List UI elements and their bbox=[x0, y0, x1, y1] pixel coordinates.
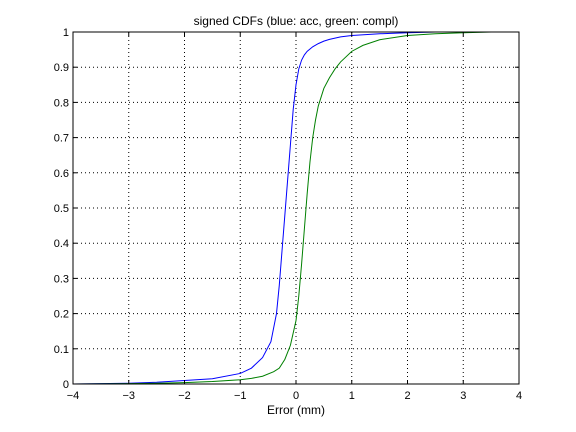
x-axis-label: Error (mm) bbox=[267, 403, 325, 417]
x-tick-label: −1 bbox=[234, 390, 247, 402]
ticks bbox=[72, 31, 520, 385]
y-tick-label: 0.7 bbox=[54, 133, 69, 145]
x-tick-label: −3 bbox=[122, 390, 135, 402]
y-tick-label: 0.9 bbox=[54, 62, 69, 74]
x-tick-label: 1 bbox=[349, 390, 355, 402]
series-group bbox=[72, 31, 519, 385]
grid bbox=[73, 32, 519, 384]
x-tick-label: −2 bbox=[178, 390, 191, 402]
series-line-0 bbox=[72, 31, 519, 385]
x-tick-label: 4 bbox=[516, 390, 522, 402]
y-tick-label: 0.4 bbox=[54, 238, 69, 250]
chart-title: signed CDFs (blue: acc, green: compl) bbox=[194, 14, 399, 28]
y-tick-label: 0.3 bbox=[54, 273, 69, 285]
series-line-1 bbox=[72, 31, 519, 385]
y-tick-label: 0.5 bbox=[54, 203, 69, 215]
y-tick-label: 0.8 bbox=[54, 97, 69, 109]
tick-labels: −4 −3 −2 −1 0 1 2 3 4 0 0.1 0.2 0.3 0.4 0.5 0.6 0.7 0.8 0.… bbox=[54, 27, 522, 402]
y-tick-label: 1 bbox=[63, 27, 69, 39]
y-tick-label: 0 bbox=[63, 379, 69, 391]
x-tick-label: 2 bbox=[404, 390, 410, 402]
y-tick-label: 0.6 bbox=[54, 168, 69, 180]
y-tick-label: 0.2 bbox=[54, 309, 69, 321]
x-tick-label: 3 bbox=[460, 390, 466, 402]
x-tick-label: 0 bbox=[293, 390, 299, 402]
x-tick-label: −4 bbox=[67, 390, 80, 402]
y-tick-label: 0.1 bbox=[54, 344, 69, 356]
